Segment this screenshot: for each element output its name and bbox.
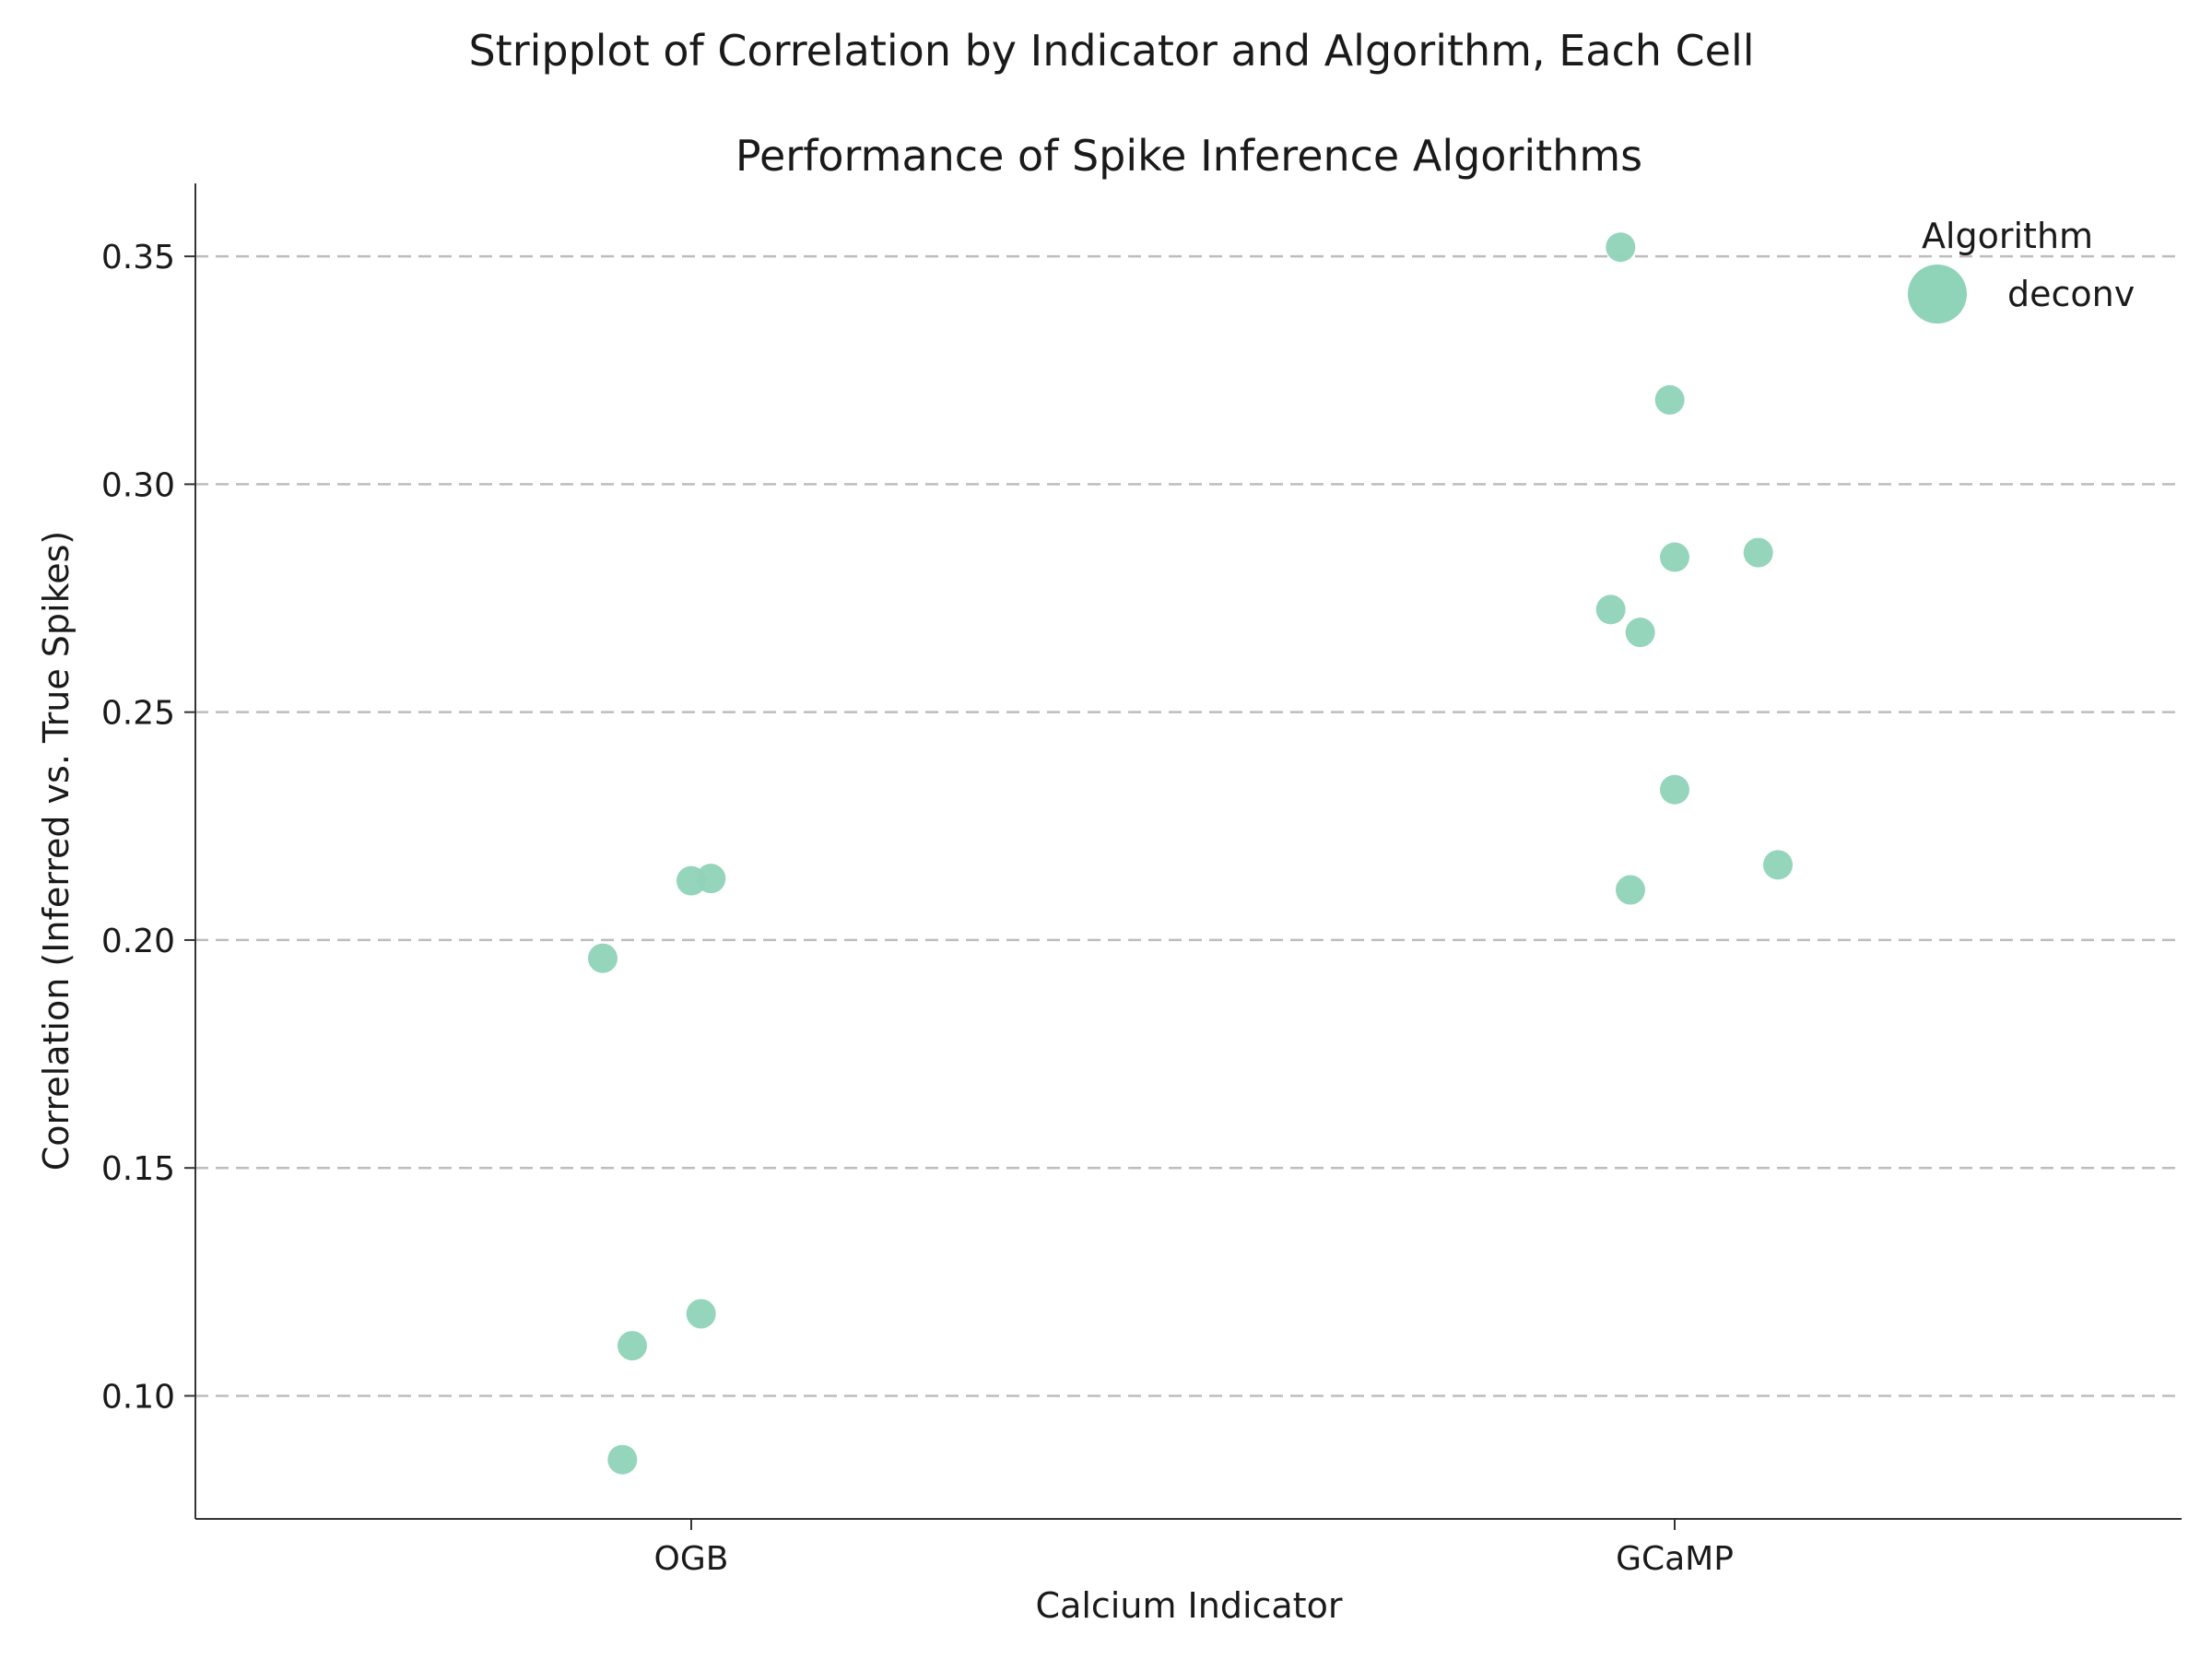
y-axis-label: Correlation (Inferred vs. True Spikes) [36, 531, 76, 1171]
legend-marker-deconv [1908, 265, 1967, 324]
chart-title: Performance of Spike Inference Algorithm… [735, 131, 1642, 181]
data-point-0-9 [1743, 537, 1773, 568]
y-tick-label-0: 0.10 [101, 1378, 175, 1416]
x-tick-label-1: GCaMP [1616, 1540, 1734, 1578]
data-point-0-13 [1763, 850, 1794, 880]
legend-label-deconv: deconv [2007, 274, 2135, 314]
chart-suptitle: Stripplot of Correlation by Indicator an… [468, 26, 1754, 76]
data-point-0-14 [1615, 875, 1645, 905]
data-point-0-5 [607, 1444, 638, 1475]
data-points [587, 232, 1794, 1475]
data-point-0-3 [686, 1299, 716, 1329]
gridlines [195, 254, 2182, 1397]
y-tick-label-1: 0.15 [101, 1150, 175, 1188]
y-tick-label-2: 0.20 [101, 923, 175, 960]
y-ticks: 0.10 0.15 0.20 0.25 0.30 0.35 [101, 239, 195, 1416]
axes [194, 183, 2182, 1520]
x-ticks: OGB GCaMP [654, 1519, 1734, 1578]
y-tick-label-4: 0.30 [101, 466, 175, 504]
data-point-0-8 [1660, 542, 1689, 572]
data-point-0-7 [1654, 384, 1685, 415]
legend: Algorithm deconv [1908, 216, 2135, 324]
y-tick-label-5: 0.35 [101, 239, 175, 276]
data-point-0-0 [587, 943, 618, 973]
x-axis-label: Calcium Indicator [1036, 1585, 1343, 1626]
data-point-0-2 [696, 864, 726, 894]
x-tick-label-0: OGB [654, 1540, 729, 1578]
data-point-0-10 [1595, 594, 1626, 625]
data-point-0-4 [617, 1331, 647, 1361]
legend-title: Algorithm [1922, 216, 2093, 256]
data-point-0-6 [1606, 232, 1636, 263]
data-point-0-12 [1660, 774, 1689, 805]
data-point-0-11 [1625, 618, 1655, 648]
y-tick-label-3: 0.25 [101, 695, 175, 733]
